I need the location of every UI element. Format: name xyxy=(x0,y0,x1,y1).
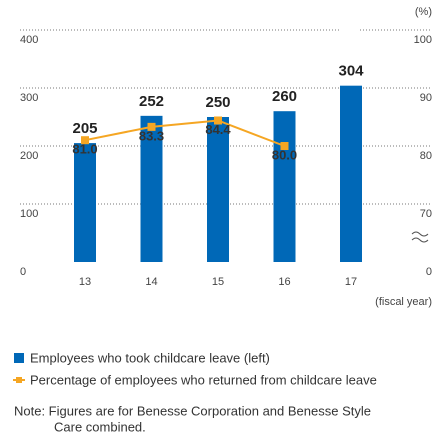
line-marker xyxy=(214,116,222,125)
y-tick-label: 300 xyxy=(20,92,38,104)
note: Note: Figures are for Benesse Corporatio… xyxy=(14,403,371,418)
bar xyxy=(140,115,163,262)
x-tick-label: 16 xyxy=(278,276,290,288)
line-marker xyxy=(280,142,289,150)
bar-value-label: 260 xyxy=(272,88,297,105)
line-value-label: 83.3 xyxy=(139,128,164,143)
note: Care combined. xyxy=(54,419,146,434)
x-tick-label: 13 xyxy=(79,276,91,288)
line-marker xyxy=(81,136,89,145)
bar-value-label: 252 xyxy=(139,93,164,110)
y-tick-label: 200 xyxy=(20,150,38,162)
bar-value-label: 205 xyxy=(72,120,97,137)
line-value-label: 80.0 xyxy=(272,147,297,162)
y2-tick-label: 0 xyxy=(426,266,432,278)
y-tick-label: 0 xyxy=(20,266,26,278)
legend-swatch xyxy=(16,377,22,383)
line-value-label: 84.4 xyxy=(205,122,231,137)
axis-break xyxy=(411,231,429,243)
y-tick-label: 400 xyxy=(20,34,38,46)
legend-label: Employees who took childcare leave (left… xyxy=(30,350,270,365)
line xyxy=(84,119,285,147)
y2-tick-label: 90 xyxy=(420,92,432,104)
y2-axis-label: (%) xyxy=(415,6,432,18)
bar xyxy=(207,117,229,262)
x-tick-label: 14 xyxy=(145,276,157,288)
x-tick-label: 17 xyxy=(345,276,357,288)
line-marker xyxy=(147,122,156,131)
bar xyxy=(273,111,296,262)
bar xyxy=(74,143,96,262)
y-tick-label: 100 xyxy=(20,208,38,220)
bar xyxy=(340,85,362,263)
x-axis-label: (fiscal year) xyxy=(375,296,432,308)
y2-tick-label: 80 xyxy=(420,150,432,162)
x-tick-label: 15 xyxy=(212,276,224,288)
bar-value-label: 250 xyxy=(205,94,230,111)
bar-value-label: 304 xyxy=(338,63,364,80)
line-value-label: 81.0 xyxy=(72,142,97,157)
y2-tick-label: 100 xyxy=(414,34,432,46)
legend-swatch xyxy=(14,353,24,363)
y2-tick-label: 70 xyxy=(420,208,432,220)
legend-label: Percentage of employees who returned fro… xyxy=(30,372,377,387)
